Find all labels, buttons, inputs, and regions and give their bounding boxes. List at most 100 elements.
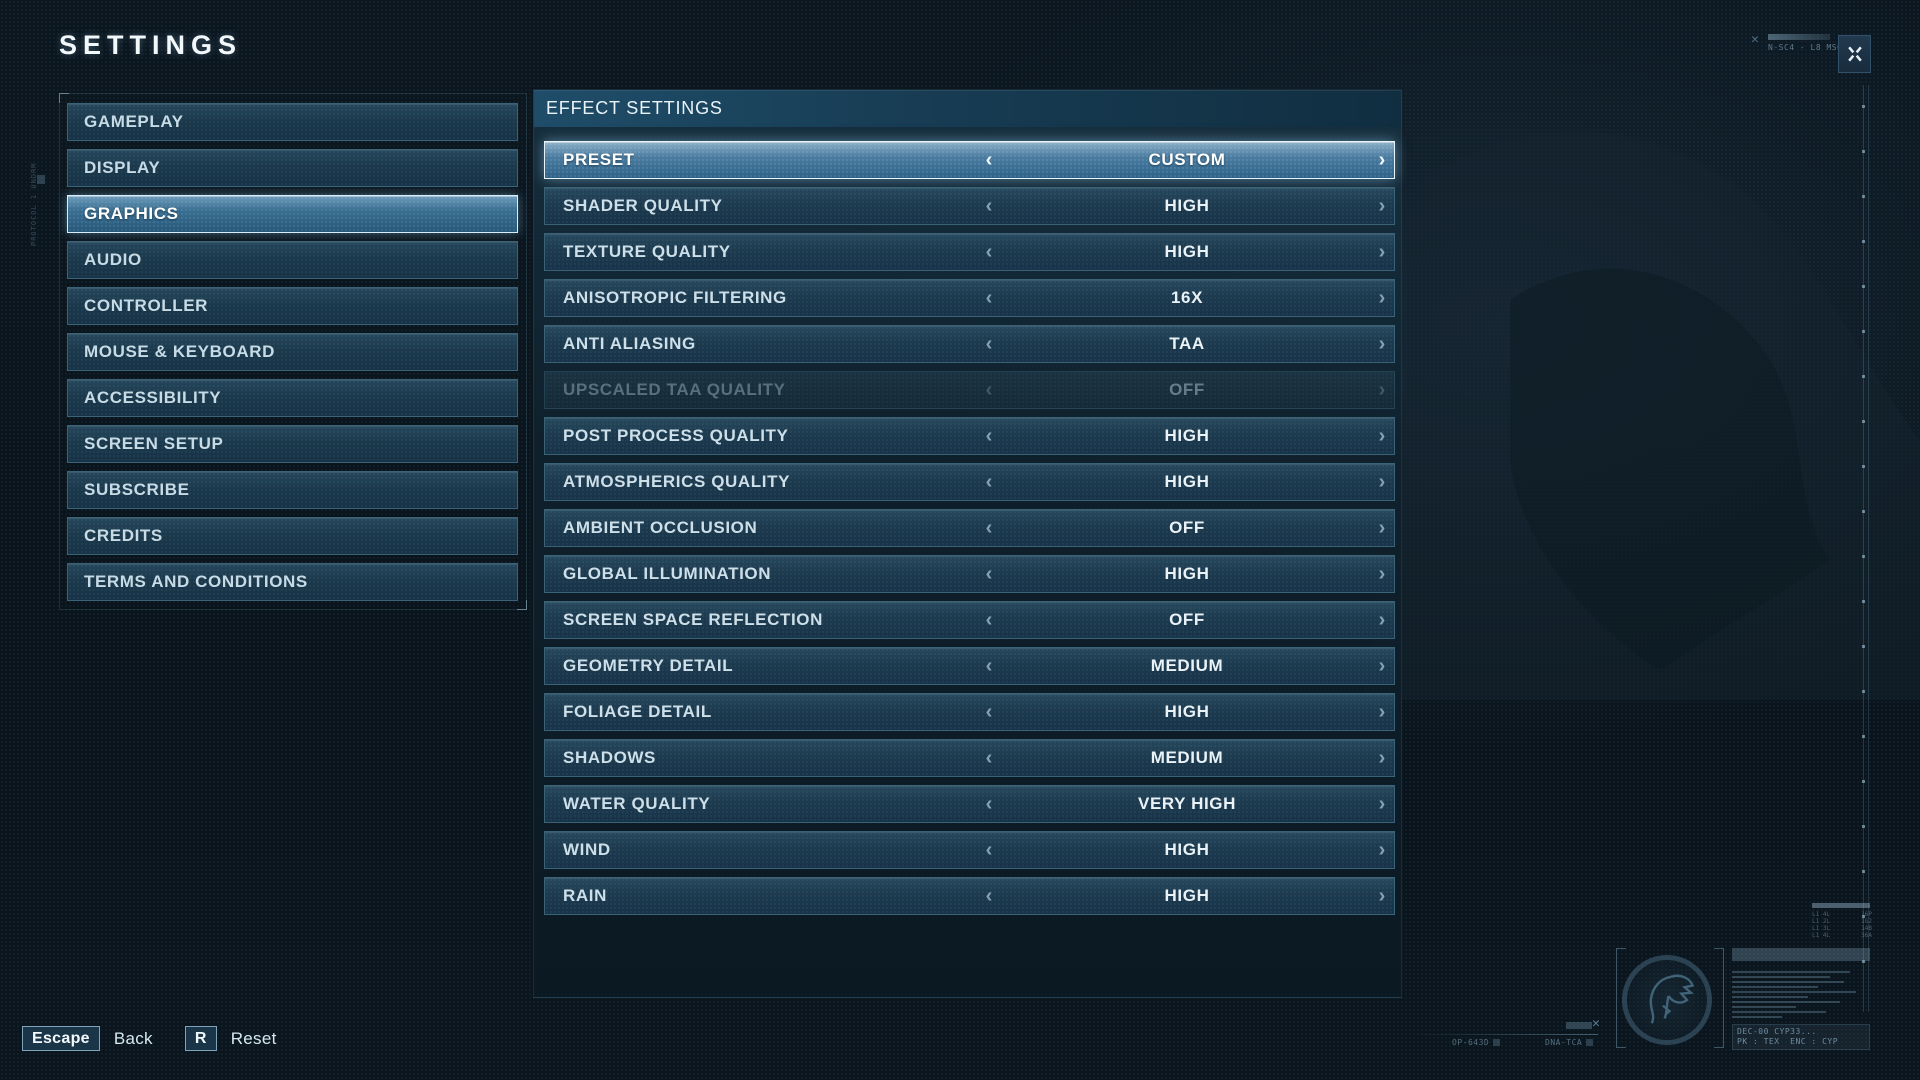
sidebar-item[interactable]: MOUSE & KEYBOARD bbox=[67, 333, 518, 371]
hud-chip-left: OP-643D bbox=[1452, 1038, 1501, 1047]
decrease-chevron-icon[interactable]: ‹ bbox=[985, 608, 993, 631]
setting-row[interactable]: GLOBAL ILLUMINATION ‹ HIGH › bbox=[544, 555, 1395, 593]
setting-row[interactable]: ATMOSPHERICS QUALITY ‹ HIGH › bbox=[544, 463, 1395, 501]
sidebar-item[interactable]: TERMS AND CONDITIONS bbox=[67, 563, 518, 601]
setting-row[interactable]: SHADER QUALITY ‹ HIGH › bbox=[544, 187, 1395, 225]
sidebar-item[interactable]: GAMEPLAY bbox=[67, 103, 518, 141]
setting-row[interactable]: GEOMETRY DETAIL ‹ MEDIUM › bbox=[544, 647, 1395, 685]
back-label[interactable]: Back bbox=[113, 1028, 153, 1048]
decrease-chevron-icon[interactable]: ‹ bbox=[985, 792, 993, 815]
setting-row[interactable]: SHADOWS ‹ MEDIUM › bbox=[544, 739, 1395, 777]
setting-label: RAIN bbox=[563, 886, 607, 905]
sidebar-item-label: MOUSE & KEYBOARD bbox=[84, 342, 275, 361]
setting-label: ATMOSPHERICS QUALITY bbox=[563, 472, 791, 491]
decrease-chevron-icon[interactable]: ‹ bbox=[985, 470, 993, 493]
setting-value: MEDIUM bbox=[1150, 656, 1224, 675]
increase-chevron-icon[interactable]: › bbox=[1378, 792, 1386, 815]
sidebar-item[interactable]: SCREEN SETUP bbox=[67, 425, 518, 463]
increase-chevron-icon[interactable]: › bbox=[1378, 608, 1386, 631]
setting-label: TEXTURE QUALITY bbox=[563, 242, 731, 261]
sidebar-item-label: SCREEN SETUP bbox=[84, 434, 224, 453]
decrease-chevron-icon[interactable]: ‹ bbox=[985, 148, 993, 171]
sidebar-item[interactable]: AUDIO bbox=[67, 241, 518, 279]
sidebar-item[interactable]: CONTROLLER bbox=[67, 287, 518, 325]
hud-decoder-text: DEC-00 CYP33... PK : TEX ENC : CYP bbox=[1732, 1024, 1870, 1050]
decrease-chevron-icon[interactable]: ‹ bbox=[985, 240, 993, 263]
setting-row[interactable]: TEXTURE QUALITY ‹ HIGH › bbox=[544, 233, 1395, 271]
increase-chevron-icon[interactable]: › bbox=[1378, 286, 1386, 309]
increase-chevron-icon[interactable]: › bbox=[1378, 470, 1386, 493]
setting-row[interactable]: AMBIENT OCCLUSION ‹ OFF › bbox=[544, 509, 1395, 547]
chip-square bbox=[1586, 1039, 1594, 1046]
hud-horizontal-line bbox=[1408, 1034, 1598, 1035]
increase-chevron-icon[interactable]: › bbox=[1378, 700, 1386, 723]
increase-chevron-icon[interactable]: › bbox=[1378, 148, 1386, 171]
setting-row[interactable]: ANISOTROPIC FILTERING ‹ 16X › bbox=[544, 279, 1395, 317]
collapse-window-button[interactable] bbox=[1838, 35, 1871, 73]
setting-value: MEDIUM bbox=[1150, 748, 1224, 767]
increase-chevron-icon[interactable]: › bbox=[1378, 654, 1386, 677]
setting-row[interactable]: ANTI ALIASING ‹ TAA › bbox=[544, 325, 1395, 363]
footer-hints: Escape Back R Reset bbox=[22, 1026, 277, 1051]
decrease-chevron-icon[interactable]: ‹ bbox=[985, 654, 993, 677]
increase-chevron-icon[interactable]: › bbox=[1378, 378, 1386, 401]
increase-chevron-icon[interactable]: › bbox=[1378, 562, 1386, 585]
increase-chevron-icon[interactable]: › bbox=[1378, 424, 1386, 447]
setting-value: OFF bbox=[1169, 610, 1205, 629]
decrease-chevron-icon[interactable]: ‹ bbox=[985, 700, 993, 723]
setting-row[interactable]: WATER QUALITY ‹ VERY HIGH › bbox=[544, 785, 1395, 823]
setting-row[interactable]: PRESET ‹ CUSTOM › bbox=[544, 141, 1395, 179]
decrease-chevron-icon[interactable]: ‹ bbox=[985, 516, 993, 539]
decrease-chevron-icon[interactable]: ‹ bbox=[985, 746, 993, 769]
decrease-chevron-icon[interactable]: ‹ bbox=[985, 838, 993, 861]
sidebar-item-label: TERMS AND CONDITIONS bbox=[84, 572, 308, 591]
sidebar-item-label: ACCESSIBILITY bbox=[84, 388, 222, 407]
collapse-arrows-icon bbox=[1847, 46, 1862, 62]
increase-chevron-icon[interactable]: › bbox=[1378, 884, 1386, 907]
jurassic-logo bbox=[1622, 955, 1712, 1045]
setting-row[interactable]: FOLIAGE DETAIL ‹ HIGH › bbox=[544, 693, 1395, 731]
increase-chevron-icon[interactable]: › bbox=[1378, 240, 1386, 263]
sidebar-frame bbox=[59, 93, 527, 610]
sidebar-item[interactable]: CREDITS bbox=[67, 517, 518, 555]
setting-value: 16X bbox=[1170, 288, 1204, 307]
increase-chevron-icon[interactable]: › bbox=[1378, 838, 1386, 861]
setting-row[interactable]: RAIN ‹ HIGH › bbox=[544, 877, 1395, 915]
reset-label[interactable]: Reset bbox=[230, 1028, 277, 1048]
panel-header: EFFECT SETTINGS bbox=[534, 90, 1401, 127]
setting-row[interactable]: SCREEN SPACE REFLECTION ‹ OFF › bbox=[544, 601, 1395, 639]
setting-value: HIGH bbox=[1164, 196, 1210, 215]
setting-value: OFF bbox=[1169, 518, 1205, 537]
decrease-chevron-icon[interactable]: ‹ bbox=[985, 332, 993, 355]
setting-row[interactable]: POST PROCESS QUALITY ‹ HIGH › bbox=[544, 417, 1395, 455]
setting-value: VERY HIGH bbox=[1138, 794, 1236, 813]
escape-keycap[interactable]: Escape bbox=[22, 1026, 100, 1051]
decrease-chevron-icon[interactable]: ‹ bbox=[985, 884, 993, 907]
decrease-chevron-icon[interactable]: ‹ bbox=[985, 424, 993, 447]
decrease-chevron-icon[interactable]: ‹ bbox=[985, 194, 993, 217]
hud-panel-bar bbox=[1732, 948, 1870, 961]
increase-chevron-icon[interactable]: › bbox=[1378, 194, 1386, 217]
sidebar-item-label: AUDIO bbox=[84, 250, 142, 269]
sidebar-item-label: DISPLAY bbox=[84, 158, 161, 177]
decrease-chevron-icon[interactable]: ‹ bbox=[985, 562, 993, 585]
sidebar-item-label: SUBSCRIBE bbox=[84, 480, 190, 499]
sidebar-item[interactable]: SUBSCRIBE bbox=[67, 471, 518, 509]
decrease-chevron-icon[interactable]: ‹ bbox=[985, 286, 993, 309]
increase-chevron-icon[interactable]: › bbox=[1378, 516, 1386, 539]
setting-label: GLOBAL ILLUMINATION bbox=[563, 564, 772, 583]
sidebar-item[interactable]: GRAPHICS bbox=[67, 195, 518, 233]
increase-chevron-icon[interactable]: › bbox=[1378, 332, 1386, 355]
increase-chevron-icon[interactable]: › bbox=[1378, 746, 1386, 769]
x-icon: ✕ bbox=[1592, 1016, 1600, 1031]
setting-label: ANISOTROPIC FILTERING bbox=[563, 288, 787, 307]
decrease-chevron-icon[interactable]: ‹ bbox=[985, 378, 993, 401]
hud-mini-table: L1 4L 16P L1 2L 1G2 L1 3L 14B L1 4L 36A bbox=[1812, 903, 1872, 939]
setting-row[interactable]: WIND ‹ HIGH › bbox=[544, 831, 1395, 869]
sidebar-item[interactable]: ACCESSIBILITY bbox=[67, 379, 518, 417]
reset-keycap[interactable]: R bbox=[184, 1026, 217, 1051]
sidebar-item[interactable]: DISPLAY bbox=[67, 149, 518, 187]
setting-row[interactable]: UPSCALED TAA QUALITY ‹ OFF › bbox=[544, 371, 1395, 409]
setting-value: HIGH bbox=[1164, 426, 1210, 445]
